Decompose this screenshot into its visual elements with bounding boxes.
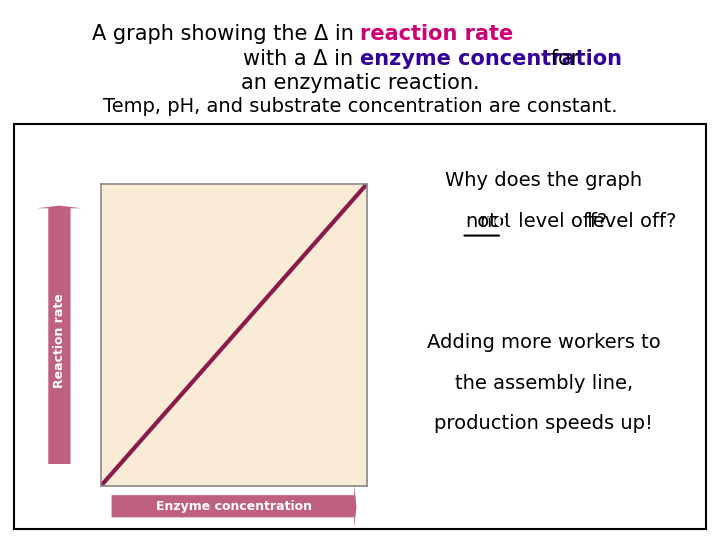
Text: Adding more workers to: Adding more workers to — [427, 333, 660, 353]
Text: production speeds up!: production speeds up! — [434, 414, 653, 434]
Text: an enzymatic reaction.: an enzymatic reaction. — [240, 73, 480, 93]
Text: reaction rate: reaction rate — [360, 24, 513, 44]
Text: not level off?: not level off? — [480, 212, 607, 231]
Text: A graph showing the Δ in: A graph showing the Δ in — [91, 24, 360, 44]
Text: not: not — [466, 212, 498, 231]
Text: not: not — [483, 212, 515, 231]
Text: with a Δ in: with a Δ in — [243, 49, 360, 69]
Text: level off?: level off? — [581, 212, 676, 231]
Text: Enzyme concentration: Enzyme concentration — [156, 500, 312, 513]
Text: Reaction rate: Reaction rate — [53, 293, 66, 388]
Text: the assembly line,: the assembly line, — [454, 374, 633, 393]
Text: enzyme concentration: enzyme concentration — [360, 49, 622, 69]
Text: Why does the graph: Why does the graph — [445, 171, 642, 191]
Text: for: for — [544, 49, 579, 69]
Text: Temp, pH, and substrate concentration are constant.: Temp, pH, and substrate concentration ar… — [103, 97, 617, 116]
